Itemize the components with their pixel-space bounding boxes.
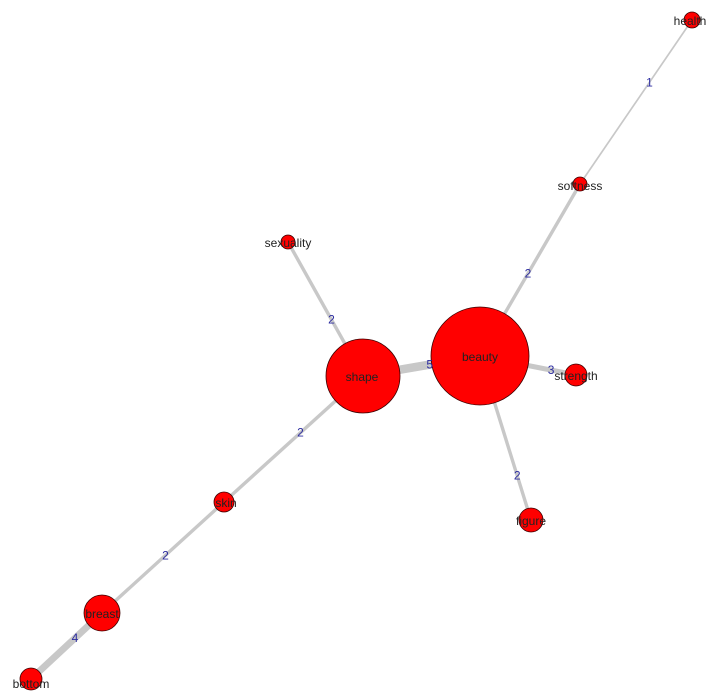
node-label-breast: breast bbox=[85, 607, 119, 621]
edge-labels-layer: 1 2 2 5 3 2 2 2 4 bbox=[72, 75, 653, 645]
node-label-beauty: beauty bbox=[462, 350, 498, 364]
node-label-bottom: bottom bbox=[13, 677, 50, 691]
node-labels-layer: health softness sexuality beauty shape streng… bbox=[13, 14, 707, 691]
node-label-shape: shape bbox=[346, 370, 379, 384]
node-shape bbox=[325, 338, 401, 414]
node-label-strength: strength bbox=[554, 369, 597, 383]
node-label-figure: figure bbox=[516, 514, 546, 528]
node-strength bbox=[564, 363, 588, 387]
edge-weight-label-beauty-strength: 3 bbox=[548, 363, 555, 377]
edge-weight-label-health-softness: 1 bbox=[646, 75, 653, 89]
edge-weight-label-skin-breast: 2 bbox=[162, 548, 169, 562]
node-label-health: health bbox=[674, 14, 707, 28]
node-skin bbox=[213, 491, 235, 513]
edge-weight-label-softness-beauty: 2 bbox=[525, 266, 532, 280]
edge-weight-label-breast-bottom: 4 bbox=[72, 631, 79, 645]
edge-weight-label-sexuality-shape: 2 bbox=[328, 313, 335, 327]
node-breast bbox=[83, 594, 121, 632]
node-sexuality bbox=[280, 234, 296, 250]
node-label-skin: skin bbox=[215, 496, 236, 510]
node-health bbox=[683, 11, 701, 29]
edge-skin-breast bbox=[100, 500, 226, 615]
node-label-softness: softness bbox=[558, 179, 603, 193]
edge-health-softness bbox=[579, 19, 693, 185]
nodes-layer bbox=[19, 11, 701, 691]
node-bottom bbox=[19, 667, 43, 691]
edge-weight-label-shape-beauty: 5 bbox=[426, 358, 433, 372]
node-beauty bbox=[430, 306, 530, 406]
edge-weight-label-beauty-figure: 2 bbox=[514, 469, 521, 483]
edge-weight-label-shape-skin: 2 bbox=[297, 426, 304, 440]
node-label-sexuality: sexuality bbox=[265, 236, 312, 250]
node-softness bbox=[572, 176, 588, 192]
node-figure bbox=[518, 507, 544, 533]
